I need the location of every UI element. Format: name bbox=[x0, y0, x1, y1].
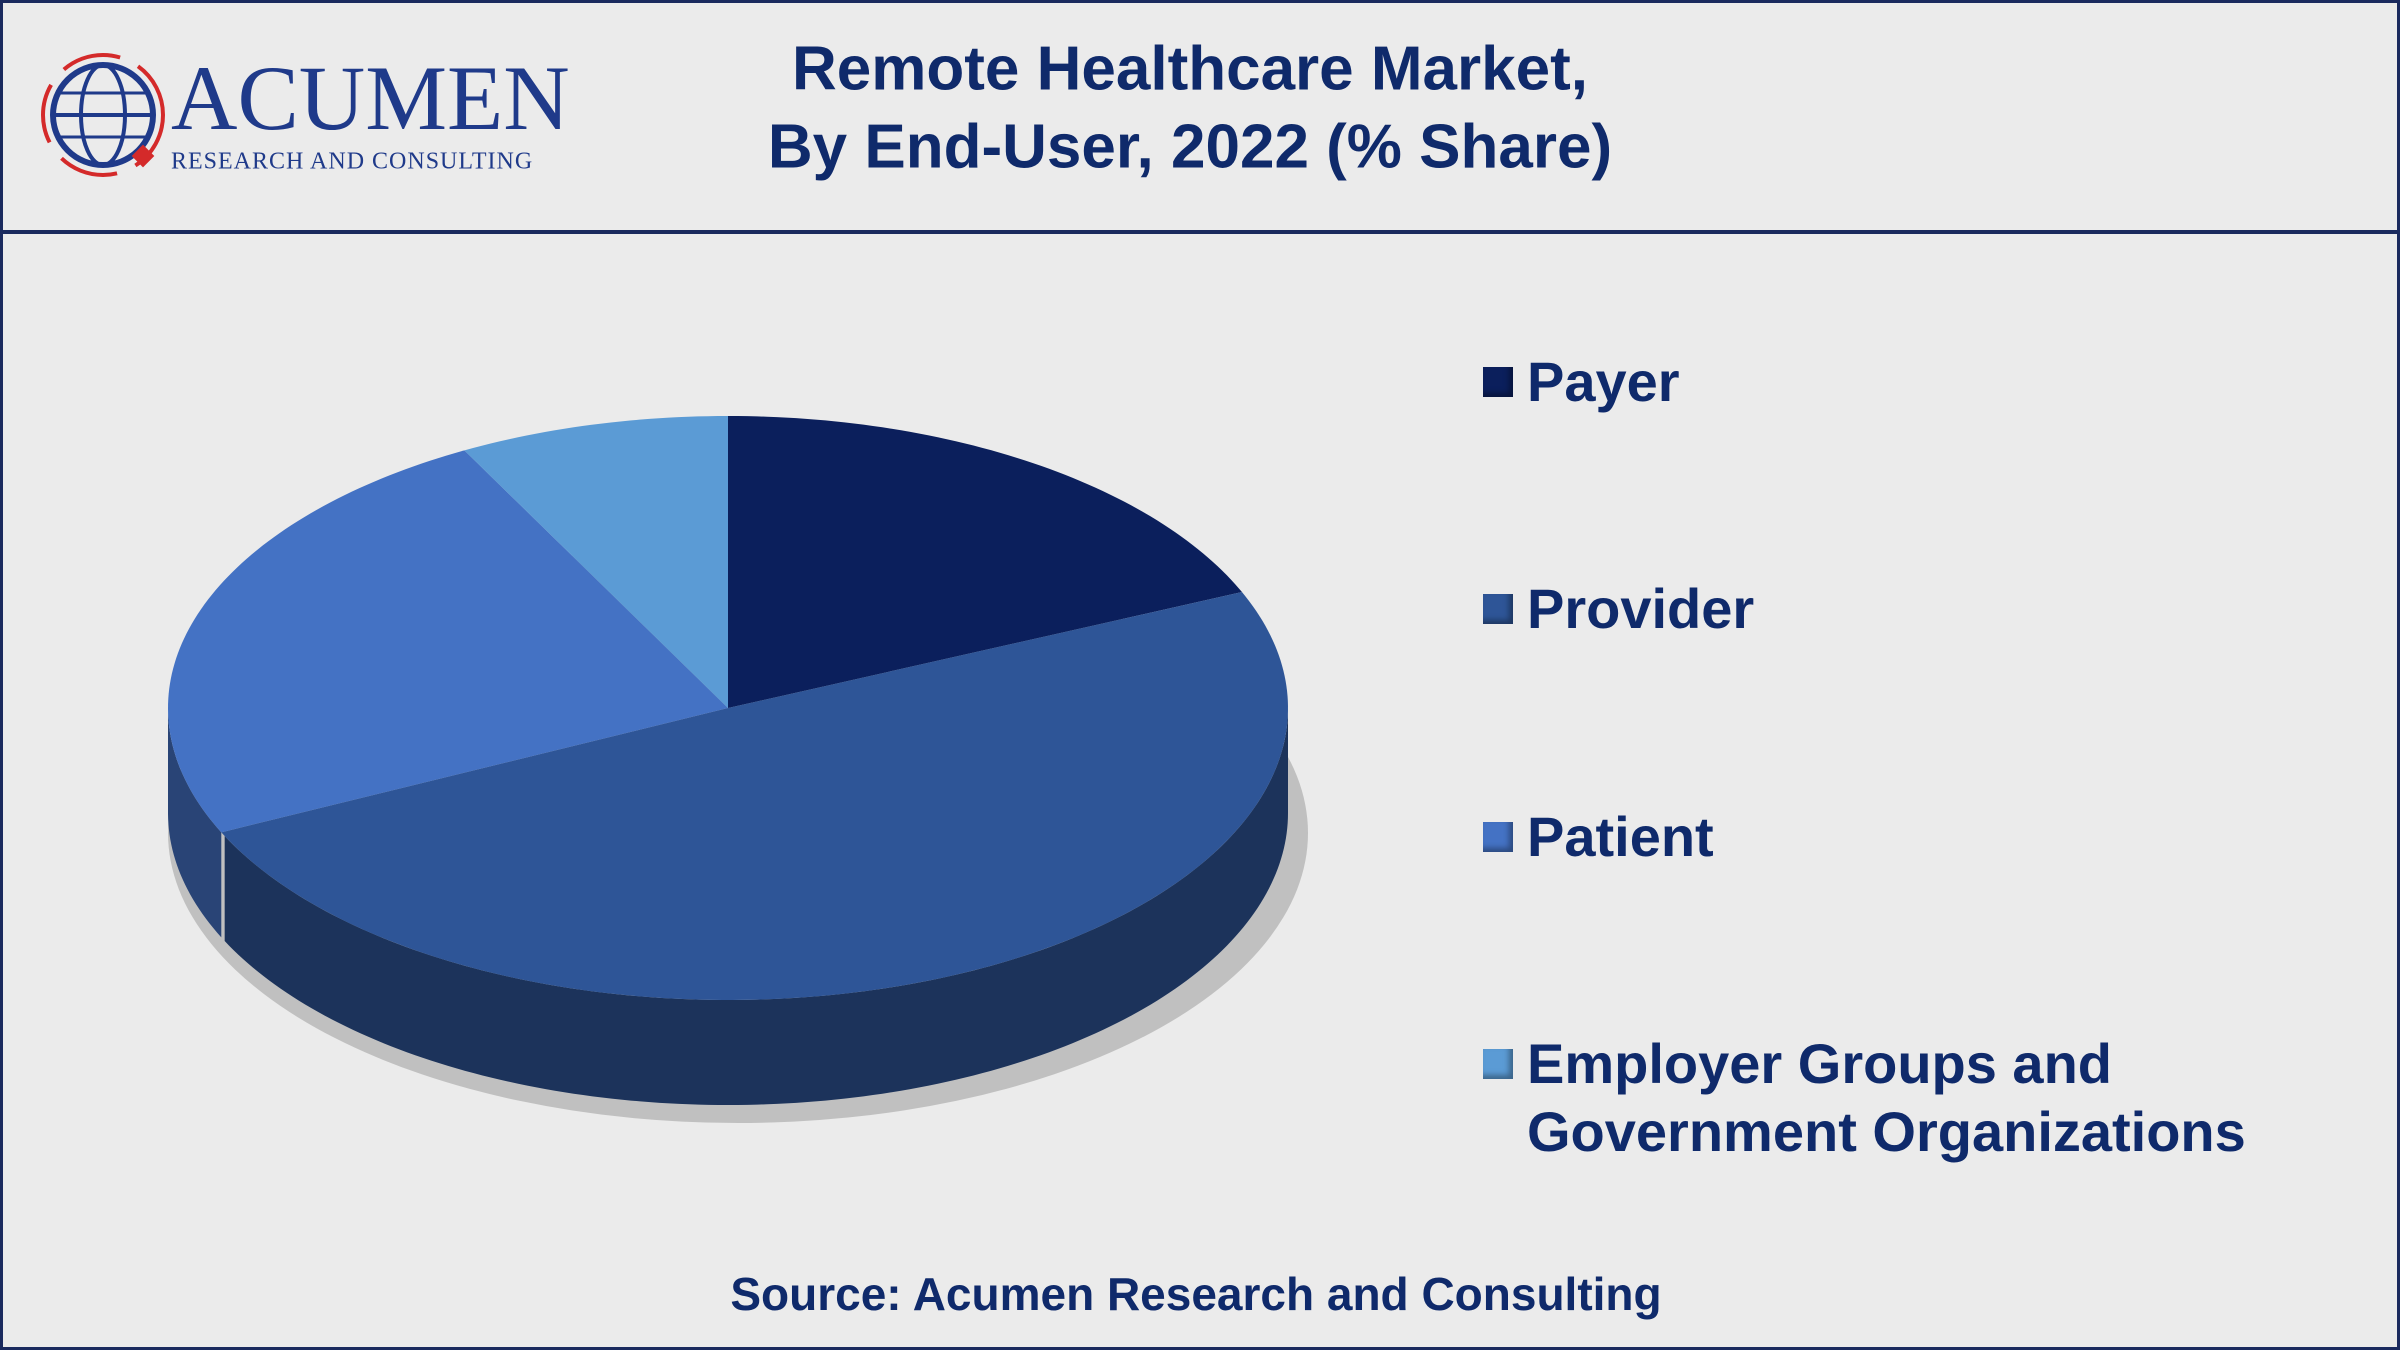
legend-label: Provider bbox=[1527, 577, 1755, 640]
pie-slice bbox=[168, 450, 728, 833]
logo-name: ACUMEN bbox=[171, 47, 570, 149]
legend-marker bbox=[1483, 594, 1513, 624]
logo-tagline: RESEARCH AND CONSULTING bbox=[171, 149, 533, 175]
logo: ACUMEN RESEARCH AND CONSULTING bbox=[41, 47, 570, 177]
slice-side bbox=[224, 708, 1289, 1105]
chart-title: By End-User, 2022 (% Share) bbox=[768, 112, 1612, 181]
source: Source: Acumen Research and Consulting bbox=[730, 1268, 1661, 1320]
legend-label: Payer bbox=[1527, 350, 1680, 413]
chart: ACUMEN RESEARCH AND CONSULTING Remote He… bbox=[3, 34, 2397, 1320]
legend-item: Provider bbox=[1483, 575, 2283, 643]
slice-side bbox=[168, 709, 222, 938]
legend-label: Employer Groups and Government Organizat… bbox=[1527, 1032, 2246, 1163]
legend-item: Employer Groups and Government Organizat… bbox=[1483, 1030, 2283, 1166]
legend-marker bbox=[1483, 822, 1513, 852]
logo-ring bbox=[41, 53, 165, 177]
pie-slice bbox=[464, 416, 728, 708]
pie-slice bbox=[221, 592, 1288, 1000]
legend-label: Patient bbox=[1527, 805, 1714, 868]
legend-marker bbox=[1483, 367, 1513, 397]
legend-item: Payer bbox=[1483, 348, 2283, 416]
chart-title: Remote Healthcare Market, bbox=[792, 34, 1588, 103]
legend-marker bbox=[1483, 1049, 1513, 1079]
legend-item: Patient bbox=[1483, 803, 2283, 871]
pie-slice bbox=[728, 416, 1242, 708]
